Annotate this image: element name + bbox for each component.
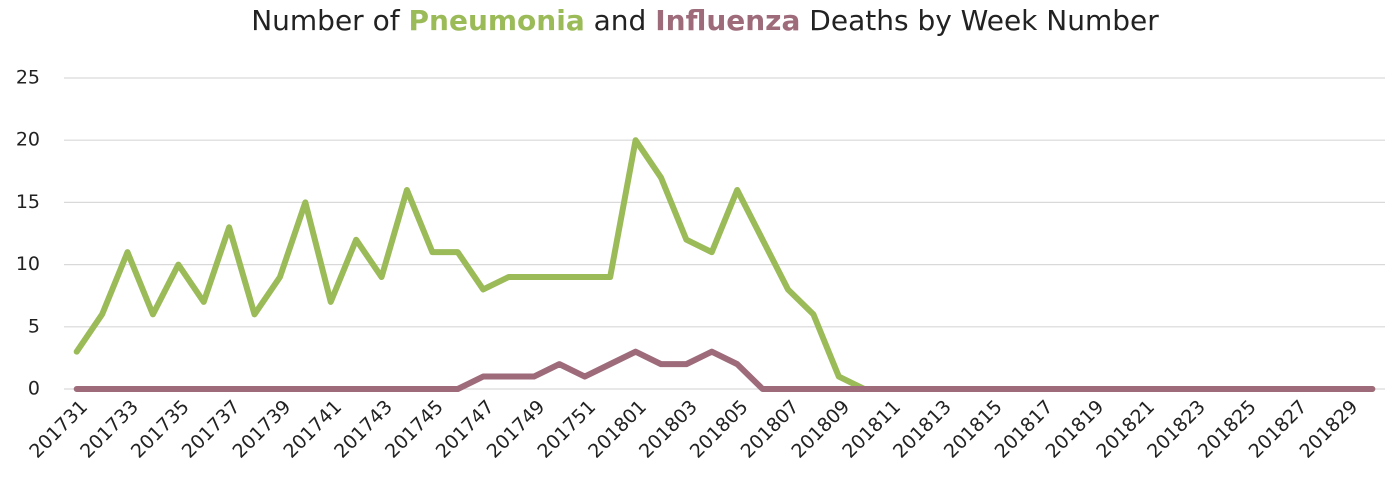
y-tick-label: 20 [16, 129, 40, 151]
title-suffix: Deaths by Week Number [809, 4, 1159, 37]
y-tick-label: 15 [16, 191, 40, 213]
y-tick-label: 25 [16, 67, 40, 89]
title-middle: and [594, 4, 647, 37]
chart-title: Number of Pneumonia and Influenza Deaths… [251, 4, 1159, 37]
title-series-1: Pneumonia [409, 4, 585, 37]
y-tick-label: 10 [16, 253, 40, 275]
title-series-2: Influenza [655, 4, 800, 37]
y-tick-label: 0 [28, 378, 40, 400]
y-tick-label: 5 [28, 315, 40, 337]
title-prefix: Number of [251, 4, 401, 37]
series-line [73, 348, 1376, 392]
